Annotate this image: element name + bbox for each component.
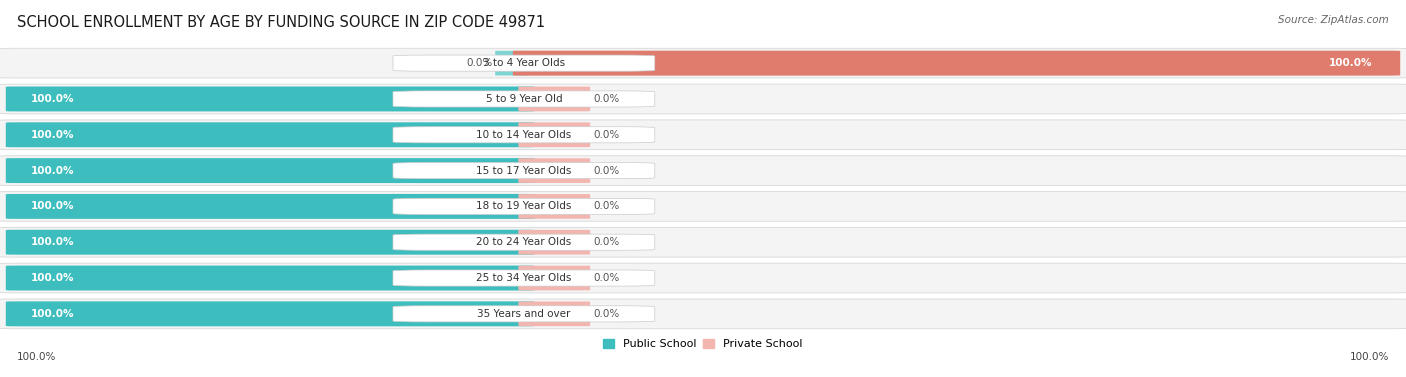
FancyBboxPatch shape <box>392 55 655 71</box>
FancyBboxPatch shape <box>519 302 591 326</box>
FancyBboxPatch shape <box>6 194 534 219</box>
FancyBboxPatch shape <box>6 86 534 112</box>
FancyBboxPatch shape <box>6 158 534 183</box>
FancyBboxPatch shape <box>0 156 1406 185</box>
FancyBboxPatch shape <box>6 230 534 255</box>
FancyBboxPatch shape <box>392 306 655 322</box>
Text: 0.0%: 0.0% <box>593 237 619 247</box>
FancyBboxPatch shape <box>495 51 527 75</box>
Text: 18 to 19 Year Olds: 18 to 19 Year Olds <box>477 201 572 211</box>
Text: SCHOOL ENROLLMENT BY AGE BY FUNDING SOURCE IN ZIP CODE 49871: SCHOOL ENROLLMENT BY AGE BY FUNDING SOUR… <box>17 15 546 30</box>
FancyBboxPatch shape <box>519 230 591 254</box>
FancyBboxPatch shape <box>6 265 534 291</box>
Text: 100.0%: 100.0% <box>31 94 75 104</box>
Text: 3 to 4 Year Olds: 3 to 4 Year Olds <box>482 58 565 68</box>
Text: 100.0%: 100.0% <box>31 309 75 319</box>
Text: 35 Years and over: 35 Years and over <box>477 309 571 319</box>
Text: 0.0%: 0.0% <box>593 273 619 283</box>
Text: 25 to 34 Year Olds: 25 to 34 Year Olds <box>477 273 572 283</box>
Text: 100.0%: 100.0% <box>31 237 75 247</box>
FancyBboxPatch shape <box>392 234 655 250</box>
FancyBboxPatch shape <box>392 162 655 179</box>
Text: 100.0%: 100.0% <box>31 201 75 211</box>
FancyBboxPatch shape <box>513 51 1400 76</box>
FancyBboxPatch shape <box>519 123 591 147</box>
Text: 5 to 9 Year Old: 5 to 9 Year Old <box>485 94 562 104</box>
FancyBboxPatch shape <box>392 91 655 107</box>
FancyBboxPatch shape <box>392 270 655 286</box>
FancyBboxPatch shape <box>519 266 591 290</box>
Text: 0.0%: 0.0% <box>593 166 619 176</box>
Text: 0.0%: 0.0% <box>593 94 619 104</box>
FancyBboxPatch shape <box>519 158 591 183</box>
Legend: Public School, Private School: Public School, Private School <box>603 339 803 349</box>
FancyBboxPatch shape <box>0 84 1406 114</box>
Text: 100.0%: 100.0% <box>31 273 75 283</box>
FancyBboxPatch shape <box>0 192 1406 221</box>
FancyBboxPatch shape <box>0 48 1406 78</box>
FancyBboxPatch shape <box>392 127 655 143</box>
FancyBboxPatch shape <box>6 301 534 326</box>
FancyBboxPatch shape <box>0 263 1406 293</box>
Text: 10 to 14 Year Olds: 10 to 14 Year Olds <box>477 130 571 140</box>
FancyBboxPatch shape <box>0 299 1406 329</box>
FancyBboxPatch shape <box>0 120 1406 150</box>
Text: Source: ZipAtlas.com: Source: ZipAtlas.com <box>1278 15 1389 25</box>
FancyBboxPatch shape <box>0 227 1406 257</box>
Text: 0.0%: 0.0% <box>593 309 619 319</box>
Text: 0.0%: 0.0% <box>467 58 492 68</box>
FancyBboxPatch shape <box>519 87 591 111</box>
Text: 20 to 24 Year Olds: 20 to 24 Year Olds <box>477 237 571 247</box>
FancyBboxPatch shape <box>6 122 534 147</box>
Text: 100.0%: 100.0% <box>31 166 75 176</box>
FancyBboxPatch shape <box>519 194 591 219</box>
Text: 100.0%: 100.0% <box>1350 352 1389 362</box>
Text: 0.0%: 0.0% <box>593 130 619 140</box>
Text: 100.0%: 100.0% <box>31 130 75 140</box>
Text: 15 to 17 Year Olds: 15 to 17 Year Olds <box>477 166 572 176</box>
Text: 100.0%: 100.0% <box>17 352 56 362</box>
Text: 0.0%: 0.0% <box>593 201 619 211</box>
FancyBboxPatch shape <box>392 198 655 215</box>
Text: 100.0%: 100.0% <box>1329 58 1372 68</box>
